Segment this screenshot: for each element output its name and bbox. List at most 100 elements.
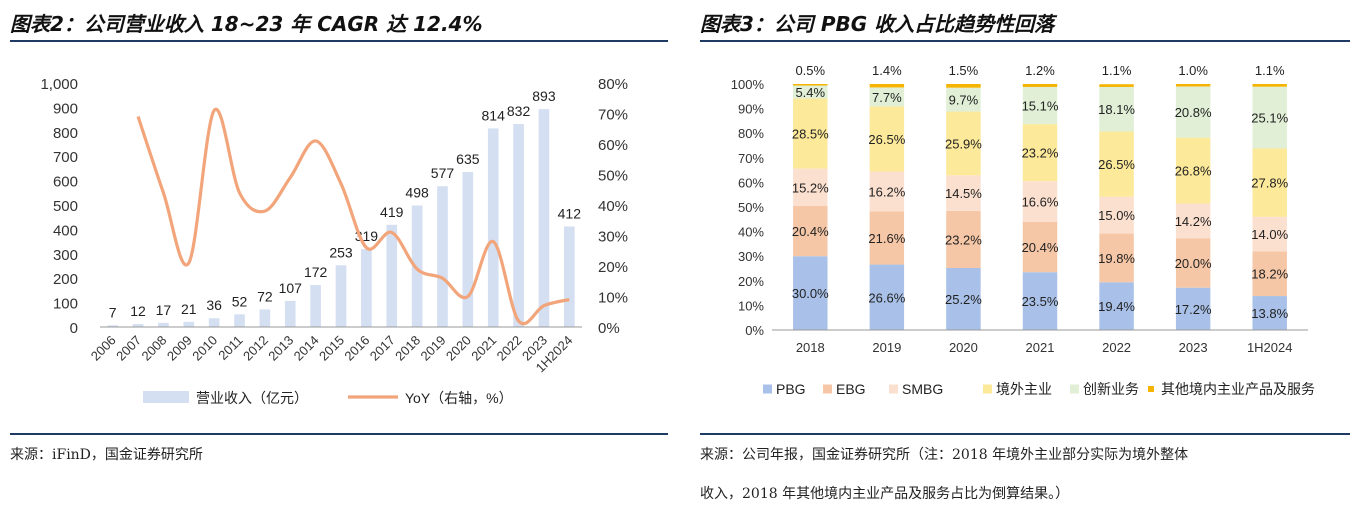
revenue-bar — [487, 128, 499, 327]
title-rule-right — [700, 40, 1350, 42]
segment-data-label: 14.2% — [1175, 214, 1212, 229]
right-axis-tick-label: 20% — [598, 259, 628, 276]
revenue-data-label: 7 — [109, 304, 117, 320]
segment-创新业务 — [869, 87, 905, 107]
segment-SMBG — [1099, 196, 1134, 234]
segment-data-label: 19.4% — [1098, 299, 1135, 314]
legend-swatch-其他境内主业产品及服务 — [1148, 386, 1154, 392]
segment-data-label: 25.9% — [945, 136, 982, 151]
right-axis-tick-label: 60% — [598, 137, 628, 154]
segment-SMBG — [1252, 216, 1287, 252]
segment-境外主业 — [1022, 124, 1058, 182]
segment-其他境内主业产品及服务 — [1099, 84, 1134, 87]
segment-其他境内主业产品及服务 — [946, 84, 981, 88]
revenue-bar — [437, 186, 448, 327]
x-axis-tick-label: 2019 — [872, 340, 901, 355]
segment-SMBG — [1022, 181, 1058, 223]
revenue-data-label: 814 — [482, 107, 506, 123]
revenue-bar — [259, 309, 271, 327]
segment-data-label: 21.6% — [868, 231, 905, 246]
segment-PBG — [1022, 272, 1058, 330]
revenue-data-label: 52 — [232, 293, 248, 309]
revenue-data-label: 412 — [558, 205, 582, 221]
segment-data-label: 16.2% — [868, 185, 905, 200]
legend-swatch-境外主业 — [983, 384, 992, 394]
segment-其他境内主业产品及服务 — [869, 84, 905, 88]
source-note-right-line1: 来源：公司年报，国金证券研究所（注：2018 年境外主业部分实际为境外整体 — [700, 447, 1189, 463]
legend-revenue-label: 营业收入（亿元） — [196, 390, 308, 406]
segment-data-label: 20.0% — [1175, 256, 1212, 271]
title-rule-left — [10, 40, 668, 42]
segment-EBG — [1252, 251, 1287, 297]
revenue-bar — [411, 205, 423, 327]
segment-data-label: 16.6% — [1022, 195, 1059, 210]
segment-PBG — [1175, 287, 1211, 330]
y-axis-tick-label: 10% — [738, 298, 764, 313]
legend-label: EBG — [836, 381, 866, 397]
x-axis-tick-label: 1H2024 — [1247, 340, 1293, 355]
segment-EBG — [946, 210, 981, 269]
segment-创新业务 — [1252, 86, 1287, 149]
segment-data-label: 13.8% — [1251, 306, 1288, 321]
segment-EBG — [869, 211, 905, 265]
revenue-bar — [538, 109, 550, 327]
segment-data-label: 20.8% — [1175, 105, 1212, 120]
segment-境外主业 — [1175, 137, 1211, 204]
revenue-bar — [132, 324, 144, 327]
segment-EBG — [1099, 233, 1134, 283]
segment-data-label: 25.1% — [1251, 111, 1288, 126]
right-axis-tick-label: 50% — [598, 168, 628, 185]
revenue-data-label: 832 — [507, 103, 531, 119]
right-axis-tick-label: 10% — [598, 290, 628, 307]
revenue-data-label: 12 — [130, 303, 146, 319]
revenue-data-label: 419 — [380, 204, 404, 220]
revenue-bar — [208, 318, 220, 327]
legend-swatch-PBG — [763, 384, 772, 394]
other-data-label: 1.0% — [1178, 63, 1208, 78]
segment-data-label: 26.5% — [1098, 157, 1135, 172]
segment-data-label: 7.7% — [872, 90, 902, 105]
y-axis-tick-label: 0% — [745, 323, 764, 338]
left-axis-tick-label: 700 — [53, 149, 78, 166]
chart-3-title: 图表3：公司 PBG 收入占比趋势性回落 — [700, 12, 1055, 36]
revenue-bar — [361, 249, 372, 327]
segment-境外主业 — [793, 98, 828, 169]
x-axis-tick-label: 2022 — [1102, 340, 1131, 355]
other-data-label: 0.5% — [795, 63, 825, 78]
segment-data-label: 14.5% — [945, 186, 982, 201]
legend-label: 创新业务 — [1083, 381, 1139, 397]
chart-2-title: 图表2：公司营业收入 18~23 年 CAGR 达 12.4% — [10, 12, 483, 36]
left-axis-tick-label: 500 — [53, 198, 78, 215]
segment-data-label: 19.8% — [1098, 251, 1135, 266]
segment-data-label: 20.4% — [1022, 240, 1059, 255]
segment-data-label: 9.7% — [949, 93, 979, 108]
segment-data-label: 18.1% — [1098, 102, 1135, 117]
segment-data-label: 17.2% — [1175, 302, 1212, 317]
segment-data-label: 15.2% — [792, 180, 829, 195]
y-axis-tick-label: 70% — [738, 151, 764, 166]
revenue-data-label: 17 — [156, 302, 172, 318]
segment-创新业务 — [793, 85, 828, 99]
legend-label: 境外主业 — [996, 381, 1052, 397]
revenue-data-label: 635 — [456, 151, 480, 167]
segment-data-label: 14.0% — [1251, 227, 1288, 242]
segment-SMBG — [946, 175, 981, 211]
source-note-right-line2: 收入，2018 年其他境内主业产品及服务占比为倒算结果。） — [700, 486, 1070, 502]
revenue-data-label: 577 — [431, 165, 455, 181]
right-axis-tick-label: 0% — [598, 320, 620, 337]
revenue-bar — [386, 224, 398, 327]
source-rule-left — [10, 433, 668, 435]
segment-境外主业 — [1252, 148, 1287, 217]
other-data-label: 1.1% — [1102, 63, 1132, 78]
revenue-bar — [462, 172, 474, 327]
other-data-label: 1.2% — [1025, 63, 1055, 78]
segment-创新业务 — [1022, 86, 1058, 125]
revenue-bar — [310, 285, 321, 327]
revenue-data-label: 72 — [257, 288, 273, 304]
segment-data-label: 15.1% — [1022, 99, 1059, 114]
revenue-data-label: 253 — [329, 244, 353, 260]
revenue-data-label: 893 — [532, 88, 556, 104]
x-axis-tick-label: 2021 — [1026, 340, 1055, 355]
other-data-label: 1.5% — [949, 63, 979, 78]
